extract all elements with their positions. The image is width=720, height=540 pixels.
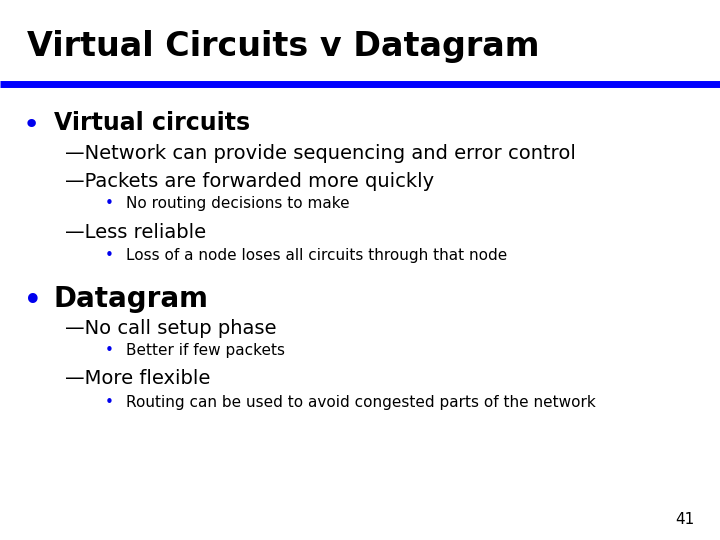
- Text: Routing can be used to avoid congested parts of the network: Routing can be used to avoid congested p…: [126, 395, 595, 410]
- Text: Loss of a node loses all circuits through that node: Loss of a node loses all circuits throug…: [126, 248, 508, 264]
- Text: No routing decisions to make: No routing decisions to make: [126, 196, 350, 211]
- Text: —Network can provide sequencing and error control: —Network can provide sequencing and erro…: [65, 144, 576, 163]
- Text: 41: 41: [675, 511, 695, 526]
- Text: •: •: [104, 196, 113, 211]
- Text: •: •: [104, 248, 113, 264]
- Text: —Less reliable: —Less reliable: [65, 223, 206, 242]
- Text: •: •: [23, 111, 40, 139]
- Text: —No call setup phase: —No call setup phase: [65, 319, 276, 338]
- Text: Virtual circuits: Virtual circuits: [54, 111, 250, 134]
- Text: •: •: [23, 285, 42, 318]
- Text: •: •: [104, 395, 113, 410]
- Text: —More flexible: —More flexible: [65, 369, 210, 388]
- Text: Datagram: Datagram: [54, 285, 209, 313]
- Text: Better if few packets: Better if few packets: [126, 343, 285, 358]
- Text: —Packets are forwarded more quickly: —Packets are forwarded more quickly: [65, 172, 434, 191]
- Text: •: •: [104, 343, 113, 358]
- Text: Virtual Circuits v Datagram: Virtual Circuits v Datagram: [27, 30, 540, 63]
